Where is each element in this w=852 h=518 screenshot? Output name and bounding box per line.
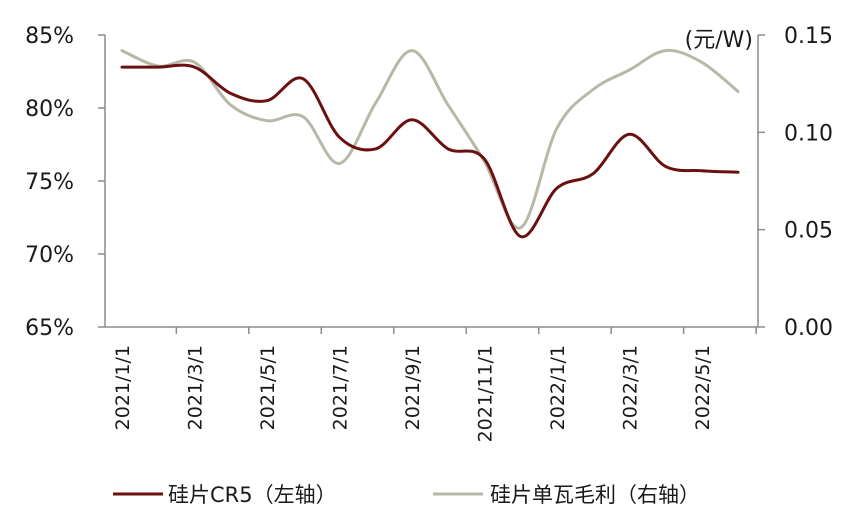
x-tick-label: 2022/5/1 bbox=[692, 345, 714, 430]
legend-label: 硅片单瓦毛利（右轴） bbox=[490, 483, 700, 507]
right-tick-label: 0.10 bbox=[784, 121, 833, 146]
left-tick-label: 75% bbox=[25, 170, 74, 195]
legend: 硅片CR5（左轴） 硅片单瓦毛利（右轴） bbox=[113, 483, 700, 507]
left-tick-label: 85% bbox=[25, 24, 74, 49]
x-tick-label: 2022/1/1 bbox=[547, 345, 569, 430]
x-tick-label: 2021/5/1 bbox=[257, 345, 279, 430]
x-tick-label: 2021/3/1 bbox=[184, 345, 206, 430]
series-line-gross-margin bbox=[120, 48, 740, 230]
x-tick-label: 2021/1/1 bbox=[112, 345, 134, 430]
right-tick-label: 0.00 bbox=[784, 316, 833, 341]
legend-label: 硅片CR5（左轴） bbox=[168, 483, 337, 507]
x-tick-label: 2021/11/1 bbox=[474, 345, 496, 442]
right-tick-label: 0.15 bbox=[784, 24, 833, 49]
left-axis: 65% 70% 75% 80% 85% bbox=[25, 24, 106, 341]
right-tick-label: 0.05 bbox=[784, 219, 833, 244]
right-axis: 0.00 0.05 0.10 0.15 (元/W) bbox=[685, 24, 833, 341]
right-axis-unit: (元/W) bbox=[685, 28, 753, 53]
left-tick-label: 70% bbox=[25, 243, 74, 268]
left-tick-label: 65% bbox=[25, 316, 74, 341]
x-tick-label: 2022/3/1 bbox=[619, 345, 641, 430]
x-tick-label: 2021/7/1 bbox=[329, 345, 351, 430]
x-tick-label: 2021/9/1 bbox=[402, 345, 424, 430]
series-line-cr5 bbox=[120, 63, 740, 239]
x-axis: 2021/1/1 2021/3/1 2021/5/1 2021/7/1 2021/9/1… bbox=[105, 326, 758, 442]
series-layer bbox=[120, 48, 740, 239]
left-tick-label: 80% bbox=[25, 97, 74, 122]
